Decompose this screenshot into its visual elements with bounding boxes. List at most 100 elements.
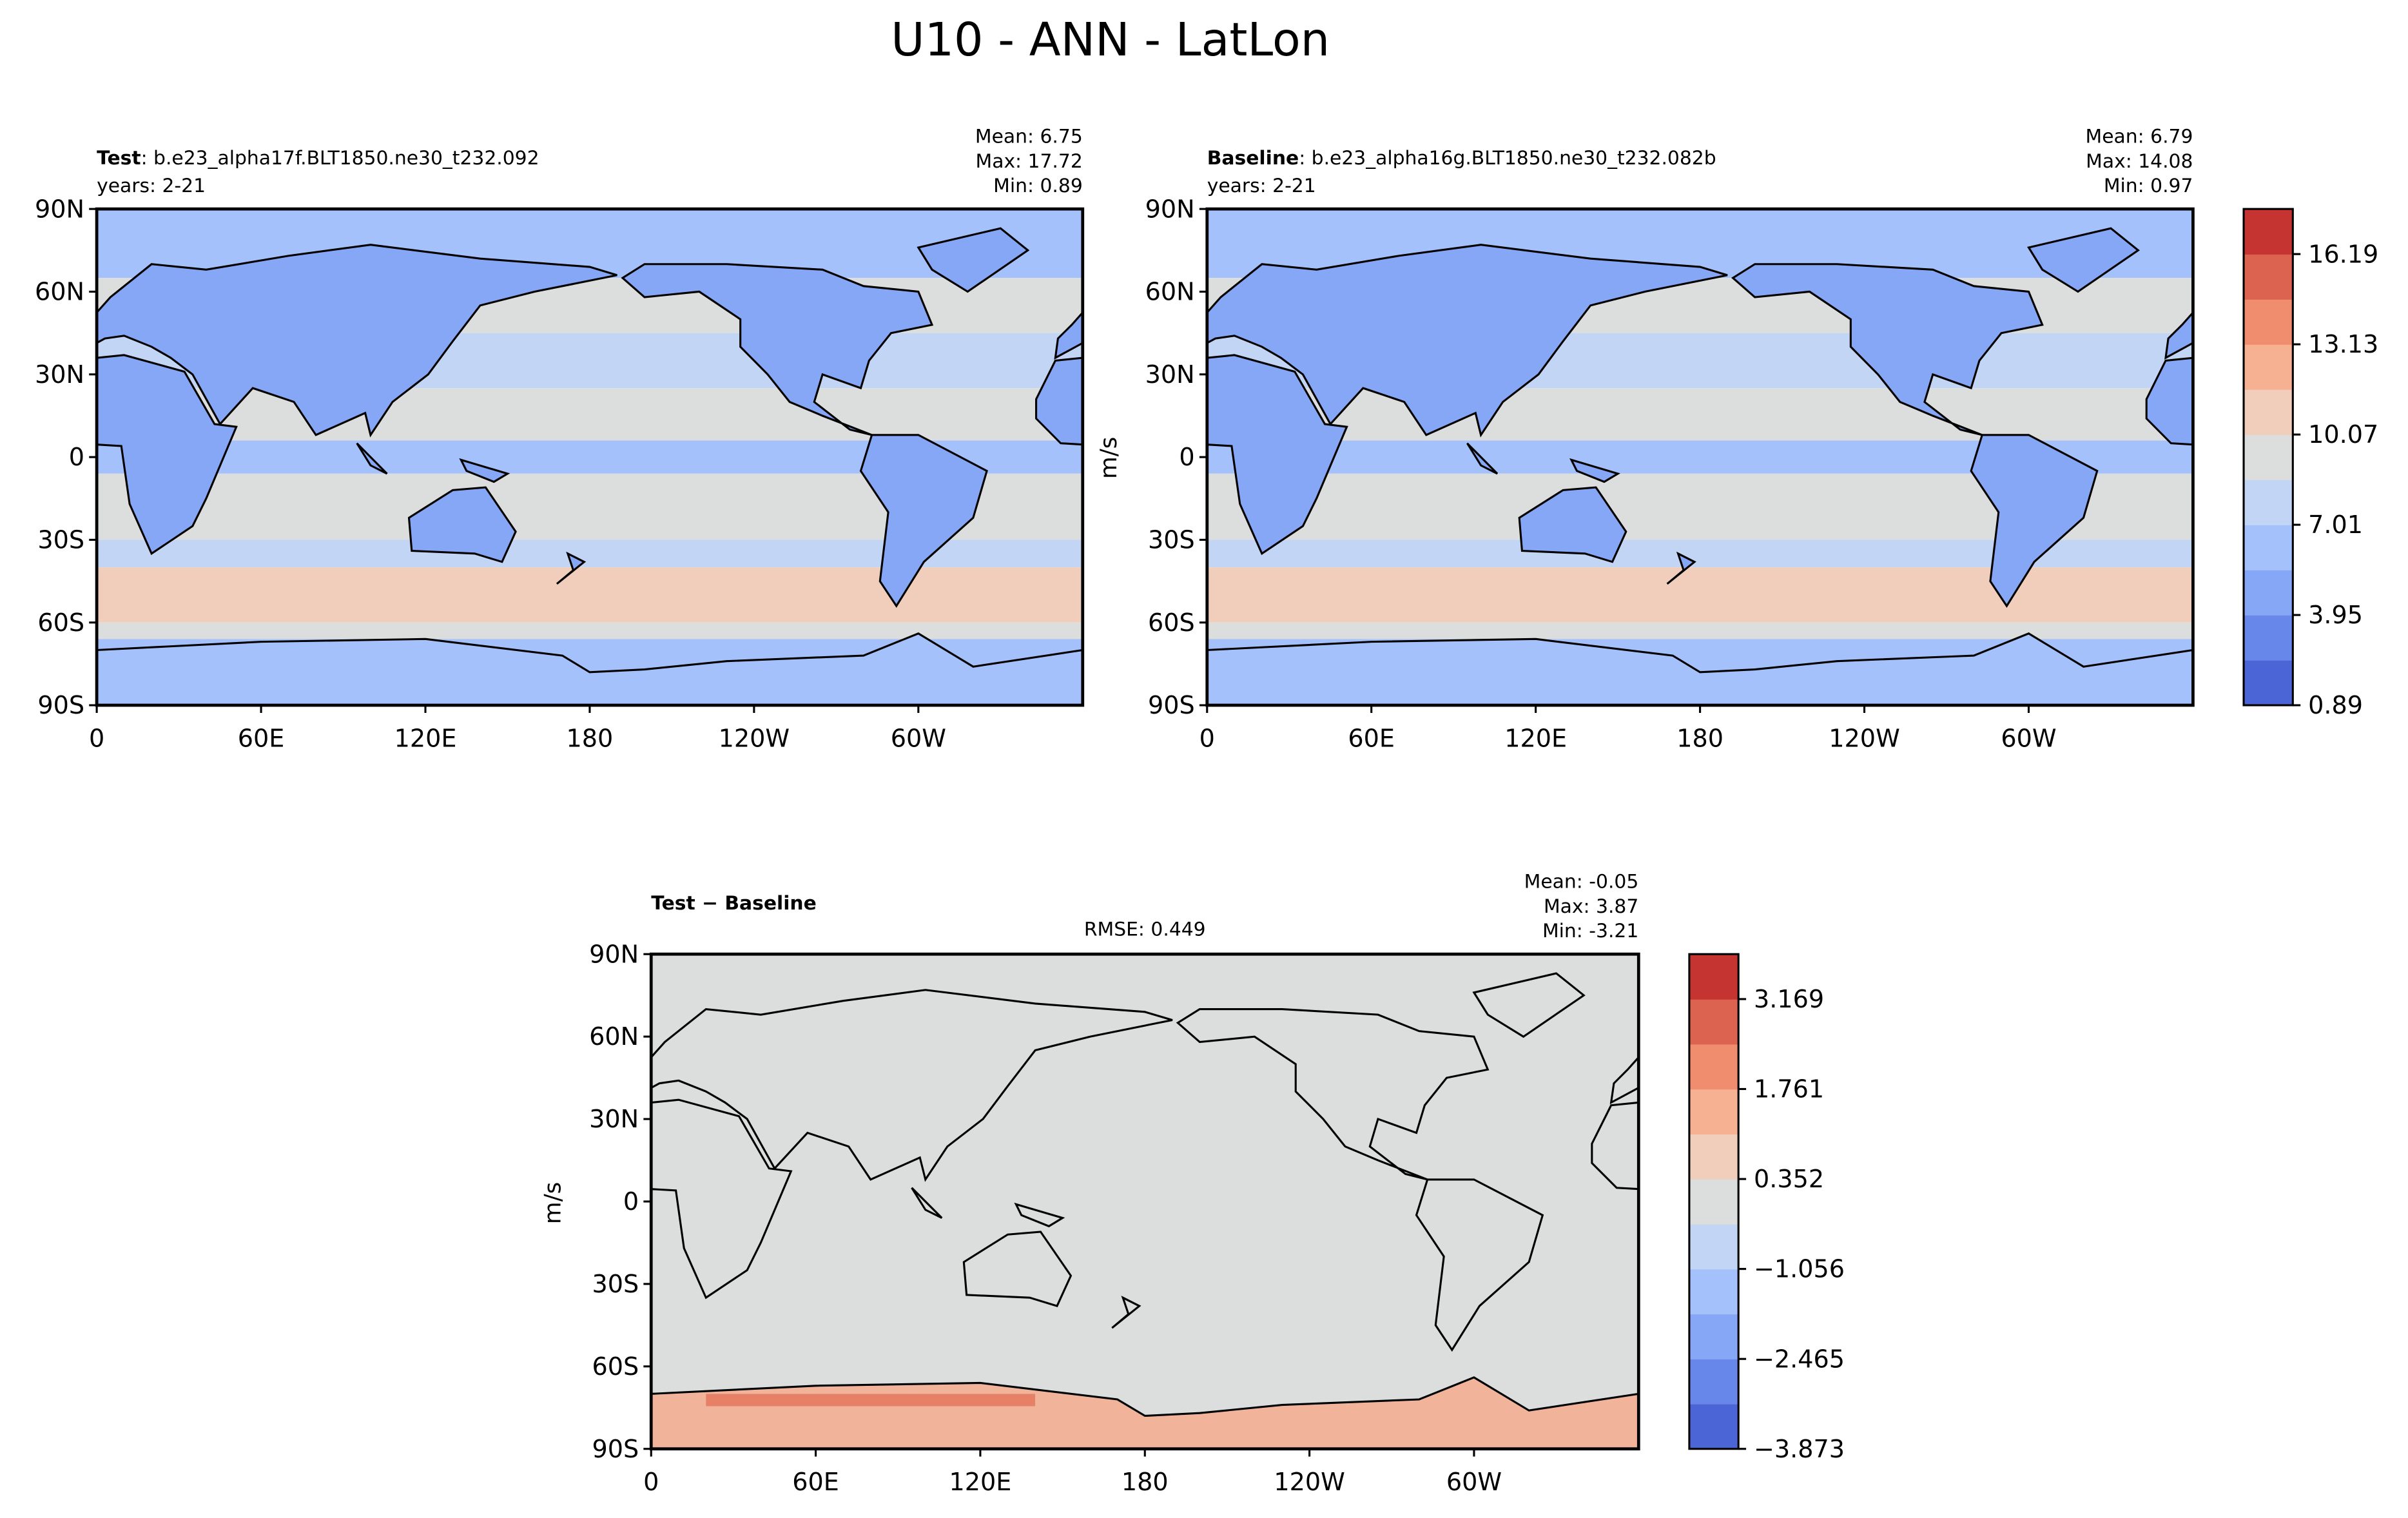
colorbar-band xyxy=(2244,209,2293,255)
continent xyxy=(1666,551,1696,585)
lon-tick-label: 120E xyxy=(1504,724,1567,752)
lat-tick-label: 90N xyxy=(35,195,84,223)
colorbar-band xyxy=(1689,1269,1739,1315)
colorbar-tick-label: −2.465 xyxy=(1754,1345,1845,1373)
stat-label: Min: xyxy=(1542,920,1583,942)
stat: Mean: -0.05 xyxy=(1524,871,1639,893)
continent xyxy=(2027,227,2140,293)
colorbar-frame xyxy=(1688,953,1740,1450)
colorbar-band xyxy=(2244,434,2293,480)
panel-years: years: 2-21 xyxy=(97,175,206,197)
stat-label: Max: xyxy=(1544,895,1590,918)
colorbar-unit: m/s xyxy=(540,1182,567,1224)
stat-value: -0.05 xyxy=(1589,871,1638,893)
stat-label: Mean: xyxy=(975,126,1034,148)
stat-label: Min: xyxy=(2104,175,2144,197)
continent xyxy=(2003,1204,2050,1226)
lat-tick-label: 60S xyxy=(37,608,84,637)
colorbar-band xyxy=(1689,1134,1739,1180)
colorbar-tick-label: 3.95 xyxy=(2308,601,2363,629)
panel-heading: Test − Baseline xyxy=(651,892,817,915)
panel-heading: Test: b.e23_alpha17f.BLT1850.ne30_t232.0… xyxy=(97,147,539,170)
ocean-band xyxy=(1207,388,2193,441)
panel-label: Test − Baseline xyxy=(651,892,817,915)
colorbar-tick-label: 0.352 xyxy=(1754,1165,1824,1193)
continent xyxy=(1014,1202,1065,1228)
lon-tick-label: 120E xyxy=(949,1468,1012,1496)
continent xyxy=(1899,1188,1930,1218)
continent xyxy=(1176,1008,1490,1181)
lat-tick-label: 90S xyxy=(592,1435,639,1463)
continent xyxy=(356,442,388,475)
continent xyxy=(2164,311,2193,360)
stat: Min: 0.97 xyxy=(2104,175,2193,197)
antarctica xyxy=(1207,632,2193,706)
continent xyxy=(1035,356,1083,446)
lon-tick-label: 120E xyxy=(394,724,457,752)
colorbar-band xyxy=(1689,1179,1739,1225)
continent xyxy=(1207,354,1348,556)
lat-tick-label: 60N xyxy=(589,1022,639,1051)
colorbar-tick-label: 1.761 xyxy=(1754,1075,1824,1104)
ocean-band xyxy=(1207,622,2193,639)
lat-tick-label: 90N xyxy=(589,940,639,968)
colorbar-band xyxy=(1689,998,1739,1045)
colorbar-tick-label: 16.19 xyxy=(2308,240,2378,268)
continent xyxy=(407,486,517,563)
continent xyxy=(1518,486,1627,563)
stat-value: -3.21 xyxy=(1589,920,1638,942)
lat-tick-label: 0 xyxy=(1179,443,1194,471)
map xyxy=(1207,209,2193,706)
stat-label: Min: xyxy=(993,175,1034,197)
stat-label: Max: xyxy=(2086,150,2132,173)
colorbar-tick-label: −3.873 xyxy=(1754,1435,1845,1463)
lon-tick-label: 180 xyxy=(567,724,614,752)
map xyxy=(97,209,1083,706)
stat-label: Max: xyxy=(976,150,1022,173)
lon-tick-label: 0 xyxy=(1199,724,1215,752)
colorbar-unit: m/s xyxy=(1096,437,1122,479)
stat-value: 0.97 xyxy=(2150,175,2193,197)
panel-label: Baseline xyxy=(1207,147,1299,170)
lat-tick-label: 60N xyxy=(35,278,84,306)
continent xyxy=(2145,356,2193,446)
continent xyxy=(97,354,238,556)
colorbar-band xyxy=(2244,254,2293,300)
continent xyxy=(621,263,934,436)
rmse-value: 0.449 xyxy=(1151,919,1205,941)
antarctica xyxy=(97,632,1083,706)
colorbar-band xyxy=(1689,1089,1739,1135)
panel-years: years: 2-21 xyxy=(1207,175,1316,197)
lat-tick-label: 0 xyxy=(623,1187,639,1216)
continent xyxy=(911,1187,943,1219)
lon-tick-label: 180 xyxy=(1676,724,1723,752)
continent xyxy=(1569,458,1620,483)
stat-label: Mean: xyxy=(2086,126,2144,148)
colorbar-tick-label: 13.13 xyxy=(2308,330,2378,358)
stat-value: 14.08 xyxy=(2138,150,2193,173)
colorbar-tick-label: −1.056 xyxy=(1754,1255,1845,1283)
colorbar-band xyxy=(2244,344,2293,390)
stat: Min: -3.21 xyxy=(1542,920,1638,942)
continent xyxy=(917,227,1030,293)
continent xyxy=(1111,1296,1141,1329)
colorbar-band xyxy=(1689,1359,1739,1405)
colorbar-band xyxy=(2244,615,2293,661)
lat-tick-label: 30S xyxy=(592,1270,639,1298)
lon-tick-label: 120W xyxy=(719,724,790,752)
antarctic-anomaly xyxy=(706,1394,1036,1406)
stat-value: 0.89 xyxy=(1040,175,1083,197)
lat-tick-label: 90S xyxy=(1148,691,1195,719)
lon-tick-label: 60W xyxy=(1446,1468,1502,1496)
colorbar-tick-label: 0.89 xyxy=(2308,691,2363,719)
figure-title: U10 - ANN - LatLon xyxy=(891,13,1330,66)
lat-tick-label: 30S xyxy=(37,526,84,554)
colorbar-tick-label: 10.07 xyxy=(2308,420,2378,449)
lat-tick-label: 90S xyxy=(37,691,84,719)
colorbar-band xyxy=(2244,525,2293,570)
continent xyxy=(962,1231,1073,1307)
lon-tick-label: 180 xyxy=(1121,1468,1169,1496)
lon-tick-label: 0 xyxy=(89,724,104,752)
continent xyxy=(2099,1298,2126,1328)
